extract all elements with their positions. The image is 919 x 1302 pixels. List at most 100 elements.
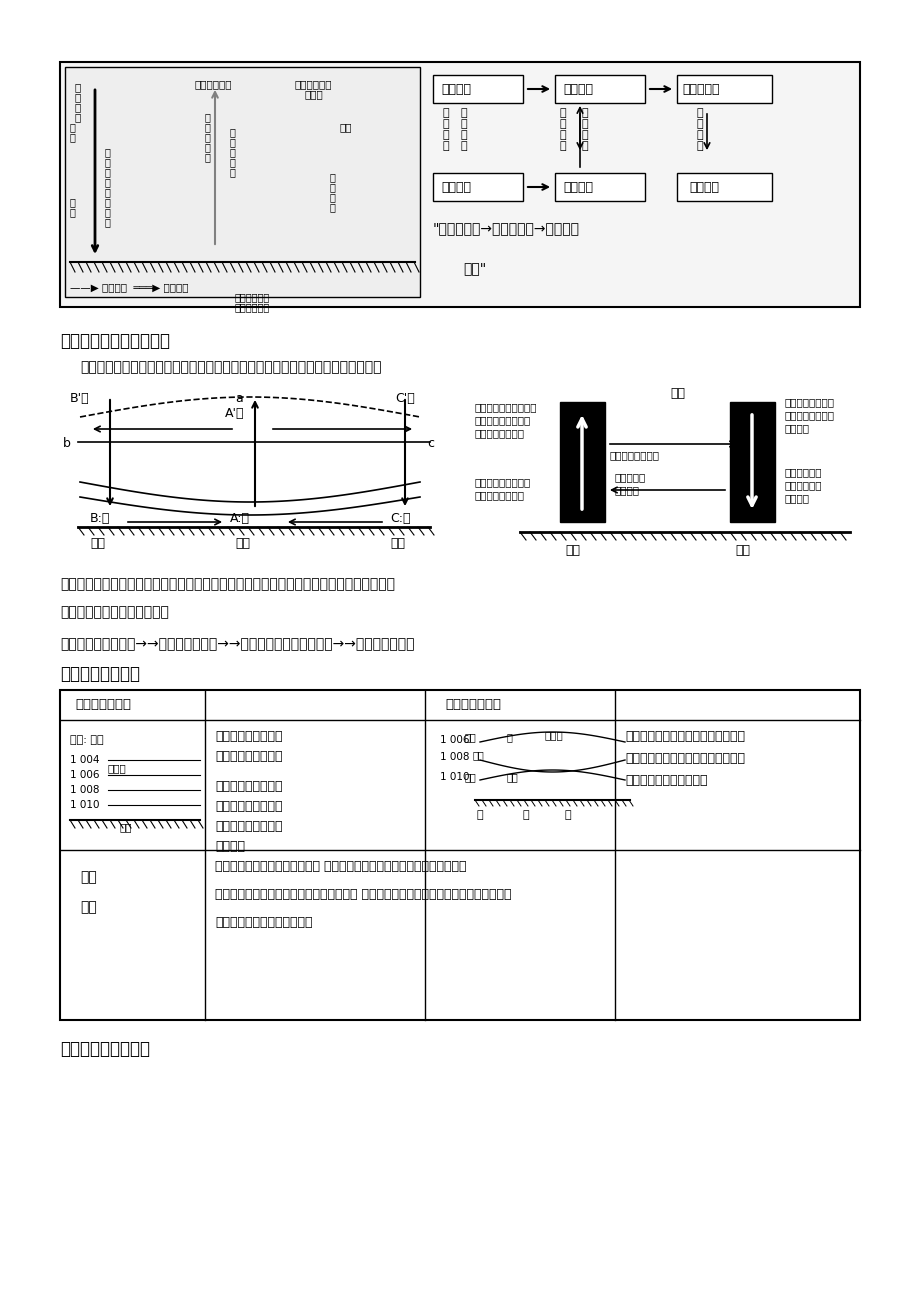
Text: 辐: 辐 — [205, 142, 210, 152]
Text: 射: 射 — [70, 207, 75, 217]
Text: 阳: 阳 — [105, 158, 111, 167]
Text: 气压增大: 气压增大 — [784, 493, 809, 503]
Text: 大气上: 大气上 — [305, 89, 323, 99]
Text: B'低: B'低 — [70, 392, 89, 405]
Text: 射: 射 — [75, 112, 81, 122]
Text: ⑴推断陆地与海洋、城市与郊区 ⑵冬季，近地面等压面凹（高空凸）是海洋: ⑴推断陆地与海洋、城市与郊区 ⑵冬季，近地面等压面凹（高空凸）是海洋 — [215, 861, 466, 874]
Text: 1 006: 1 006 — [439, 736, 469, 745]
Text: ——▶ 短波辐射  ═══▶ 长波辐射: ——▶ 短波辐射 ═══▶ 长波辐射 — [70, 283, 188, 292]
Text: B:高: B:高 — [90, 512, 110, 525]
Text: 低: 低 — [506, 732, 512, 742]
Bar — [60, 62, 859, 307]
Text: 波: 波 — [443, 118, 449, 129]
Text: 射: 射 — [205, 152, 210, 161]
Text: 1 010: 1 010 — [70, 799, 99, 810]
Text: 短: 短 — [443, 108, 449, 118]
Bar — [676, 76, 771, 103]
Text: 气: 气 — [330, 182, 335, 191]
Text: 收: 收 — [560, 141, 566, 151]
Text: A'高: A'高 — [225, 408, 244, 421]
Text: 六．等压面的判读: 六．等压面的判读 — [60, 665, 140, 684]
Text: 根本程序为：热量差→→大气上升或下降→→同一水平面上的气压差异→→大气水平运动。: 根本程序为：热量差→→大气上升或下降→→同一水平面上的气压差异→→大气水平运动。 — [60, 637, 414, 651]
Text: 低空空气向上流出，: 低空空气向上流出， — [474, 477, 530, 487]
Text: 等压面下凹的地方是低压区。: 等压面下凹的地方是低压区。 — [60, 605, 169, 618]
Text: 射向宇宙空间: 射向宇宙空间 — [295, 79, 332, 89]
Text: 吸: 吸 — [330, 191, 335, 202]
Bar — [65, 66, 420, 297]
Text: 向下凹的地方为低压区。: 向下凹的地方为低压区。 — [624, 773, 707, 786]
Text: C:高: C:高 — [390, 512, 410, 525]
Text: 低压: 低压 — [464, 732, 476, 742]
Text: 长: 长 — [697, 108, 703, 118]
Text: 大气逆辐射: 大气逆辐射 — [681, 83, 719, 96]
Text: 射: 射 — [70, 132, 75, 142]
Text: 冷: 冷 — [564, 810, 571, 820]
Text: 长: 长 — [582, 108, 588, 118]
Text: 等压面: 等压面 — [544, 730, 563, 740]
Bar — [676, 173, 771, 201]
Text: 等压面: 等压面 — [108, 763, 127, 773]
Text: 面平行。: 面平行。 — [215, 840, 244, 853]
Text: A:低: A:低 — [230, 512, 250, 525]
Text: 大: 大 — [460, 130, 467, 141]
Text: 近地面等压面凸（高空凹）。: 近地面等压面凸（高空凹）。 — [215, 917, 312, 930]
Text: 高空: 高空 — [669, 387, 685, 400]
Text: 曲，等压面对上凸的地方为高压区，: 曲，等压面对上凸的地方为高压区， — [624, 753, 744, 766]
Text: 气: 气 — [205, 122, 210, 132]
Text: C'低: C'低 — [394, 392, 414, 405]
Text: 射: 射 — [582, 141, 588, 151]
Text: 气: 气 — [460, 141, 467, 151]
Text: 高压: 高压 — [472, 750, 484, 760]
Bar — [433, 173, 522, 201]
Text: 冷却: 冷却 — [734, 544, 749, 557]
Text: 大气: 大气 — [340, 122, 352, 132]
Text: 地面: 地面 — [119, 822, 132, 832]
Text: 度变大，形成高压: 度变大，形成高压 — [474, 428, 525, 437]
Text: 面: 面 — [105, 197, 111, 207]
Text: 1 008: 1 008 — [70, 785, 99, 796]
Text: 射: 射 — [230, 137, 235, 147]
Text: 下沉，密度减小，: 下沉，密度减小， — [784, 410, 834, 421]
Text: 大: 大 — [205, 112, 210, 122]
Text: 1 006: 1 006 — [70, 769, 99, 780]
Text: "太阳暖大地→大地暖大气→大气还大: "太阳暖大地→大地暖大气→大气还大 — [433, 221, 579, 234]
Text: 在高空积累，空气密: 在高空积累，空气密 — [474, 415, 530, 424]
Text: 受热: 受热 — [564, 544, 579, 557]
Text: 高空空气扩散方向: 高空空气扩散方向 — [609, 450, 659, 460]
Text: ⑶夏季，近地面等压面凹（高空凸）是陆地 ⑷城市，近地面等压面凹（高空凸）。郊区，: ⑶夏季，近地面等压面凹（高空凸）是陆地 ⑷城市，近地面等压面凹（高空凸）。郊区， — [215, 888, 511, 901]
Text: 使近地面形成低压: 使近地面形成低压 — [474, 490, 525, 500]
Text: 原理: 原理 — [80, 870, 96, 884]
Text: 七．常见的热力环流: 七．常见的热力环流 — [60, 1040, 150, 1059]
Text: 吸: 吸 — [105, 207, 111, 217]
Text: 冷: 冷 — [476, 810, 483, 820]
Text: 单位: 百帕: 单位: 百帕 — [70, 736, 104, 745]
Text: 地。": 地。" — [462, 260, 486, 275]
Text: 射: 射 — [105, 177, 111, 187]
Text: c: c — [426, 437, 434, 450]
Text: 辐: 辐 — [230, 128, 235, 137]
Text: 五．图解热力环流的形成: 五．图解热力环流的形成 — [60, 332, 170, 350]
Bar — [554, 173, 644, 201]
Text: 受热: 受热 — [234, 536, 250, 549]
Text: 太: 太 — [75, 82, 81, 92]
Text: 应用: 应用 — [80, 900, 96, 914]
Text: 沉造成近地面: 沉造成近地面 — [784, 480, 822, 490]
Text: 空气的收缩下: 空气的收缩下 — [784, 467, 822, 477]
Text: ⑵假设地面海拔一样: ⑵假设地面海拔一样 — [215, 780, 282, 793]
Bar — [60, 690, 859, 1019]
Bar — [560, 402, 605, 522]
Text: 大: 大 — [560, 108, 566, 118]
Bar — [554, 76, 644, 103]
Text: 1 010: 1 010 — [439, 772, 469, 783]
Bar — [433, 76, 522, 103]
Text: 大气升温: 大气升温 — [562, 83, 593, 96]
Text: 辐: 辐 — [75, 102, 81, 112]
Text: 度越高，气压越低。: 度越高，气压越低。 — [215, 750, 282, 763]
Text: 射向宇宙空间: 射向宇宙空间 — [195, 79, 233, 89]
Text: 热: 热 — [522, 810, 529, 820]
Text: （箭头粗细表: （箭头粗细表 — [234, 292, 270, 302]
Text: 近地面空气: 近地面空气 — [614, 473, 645, 482]
Text: b: b — [62, 437, 71, 450]
Text: 收: 收 — [105, 217, 111, 227]
Bar — [729, 402, 774, 522]
